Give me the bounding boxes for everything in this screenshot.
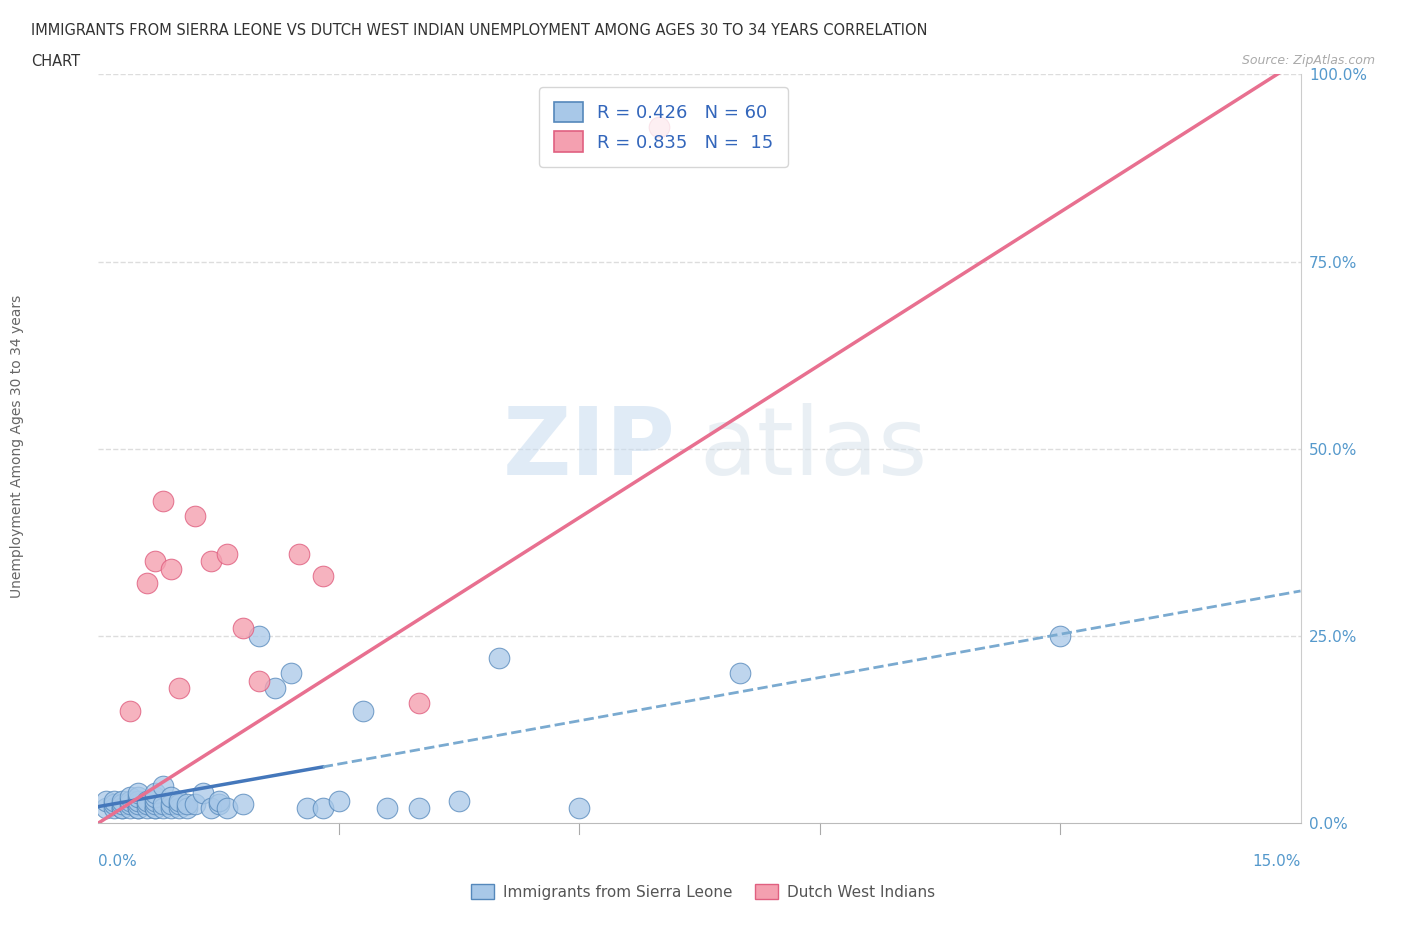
Text: CHART: CHART: [31, 54, 80, 69]
Point: [352, 703, 374, 718]
Point: [263, 681, 285, 696]
Point: [111, 793, 134, 808]
Legend: R = 0.426   N = 60, R = 0.835   N =  15: R = 0.426 N = 60, R = 0.835 N = 15: [538, 87, 787, 166]
Point: [152, 778, 174, 793]
Point: [183, 509, 205, 524]
Legend: Immigrants from Sierra Leone, Dutch West Indians: Immigrants from Sierra Leone, Dutch West…: [464, 877, 942, 906]
Point: [215, 801, 238, 816]
Point: [648, 119, 671, 134]
Point: [200, 553, 222, 568]
Point: [159, 801, 181, 816]
Point: [128, 801, 150, 816]
Point: [120, 790, 142, 804]
Text: Unemployment Among Ages 30 to 34 years: Unemployment Among Ages 30 to 34 years: [10, 295, 24, 598]
Point: [128, 790, 150, 804]
Point: [208, 797, 231, 812]
Point: [728, 666, 751, 681]
Point: [143, 801, 166, 816]
Point: [143, 553, 166, 568]
Point: [143, 786, 166, 801]
Point: [208, 793, 231, 808]
Point: [96, 801, 118, 816]
Point: [280, 666, 302, 681]
Point: [247, 629, 270, 644]
Point: [111, 797, 134, 812]
Point: [120, 703, 142, 718]
Point: [215, 546, 238, 561]
Text: 0.0%: 0.0%: [98, 854, 138, 869]
Point: [447, 793, 470, 808]
Point: [152, 801, 174, 816]
Point: [128, 797, 150, 812]
Point: [375, 801, 398, 816]
Point: [295, 801, 318, 816]
Point: [128, 793, 150, 808]
Text: 15.0%: 15.0%: [1253, 854, 1301, 869]
Point: [111, 801, 134, 816]
Text: Source: ZipAtlas.com: Source: ZipAtlas.com: [1241, 54, 1375, 67]
Point: [408, 696, 430, 711]
Point: [135, 801, 157, 816]
Point: [111, 801, 134, 816]
Point: [103, 797, 125, 812]
Point: [159, 797, 181, 812]
Point: [135, 797, 157, 812]
Text: atlas: atlas: [699, 403, 928, 495]
Point: [96, 793, 118, 808]
Point: [143, 797, 166, 812]
Point: [143, 801, 166, 816]
Text: IMMIGRANTS FROM SIERRA LEONE VS DUTCH WEST INDIAN UNEMPLOYMENT AMONG AGES 30 TO : IMMIGRANTS FROM SIERRA LEONE VS DUTCH WE…: [31, 23, 928, 38]
Point: [135, 793, 157, 808]
Point: [568, 801, 591, 816]
Point: [288, 546, 311, 561]
Point: [312, 568, 335, 583]
Point: [191, 786, 214, 801]
Point: [183, 797, 205, 812]
Point: [312, 801, 335, 816]
Point: [159, 790, 181, 804]
Point: [120, 797, 142, 812]
Point: [120, 801, 142, 816]
Point: [1049, 629, 1071, 644]
Point: [120, 793, 142, 808]
Point: [128, 801, 150, 816]
Point: [128, 786, 150, 801]
Point: [143, 790, 166, 804]
Point: [143, 793, 166, 808]
Point: [176, 797, 198, 812]
Point: [176, 801, 198, 816]
Point: [232, 797, 254, 812]
Point: [152, 494, 174, 509]
Point: [200, 801, 222, 816]
Point: [167, 793, 190, 808]
Point: [167, 681, 190, 696]
Point: [167, 801, 190, 816]
Point: [152, 797, 174, 812]
Text: ZIP: ZIP: [502, 403, 675, 495]
Point: [159, 561, 181, 576]
Point: [103, 801, 125, 816]
Point: [232, 621, 254, 636]
Point: [488, 651, 510, 666]
Point: [247, 673, 270, 688]
Point: [408, 801, 430, 816]
Point: [328, 793, 350, 808]
Point: [135, 576, 157, 591]
Point: [167, 797, 190, 812]
Point: [103, 793, 125, 808]
